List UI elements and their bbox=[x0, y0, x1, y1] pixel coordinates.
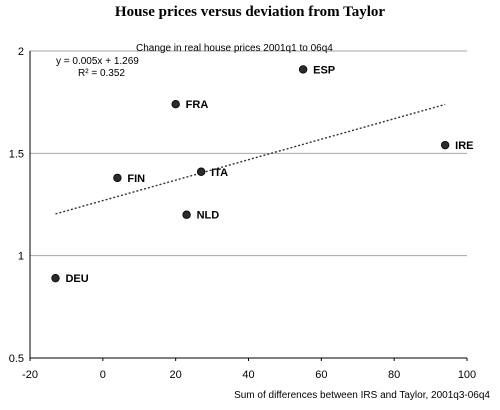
y-tick-label: 0.5 bbox=[9, 353, 24, 365]
data-point bbox=[298, 65, 308, 74]
x-tick-label: 20 bbox=[170, 369, 182, 381]
x-axis-label: Sum of differences between IRS and Taylo… bbox=[234, 390, 490, 401]
data-point-label: ITA bbox=[211, 167, 228, 179]
x-tick-labels: -20 0 20 40 60 80 100 bbox=[22, 358, 476, 381]
data-point bbox=[440, 140, 450, 150]
y-tick-label: 1 bbox=[18, 251, 24, 263]
x-tick-label: -20 bbox=[22, 369, 38, 381]
x-tick-label: 60 bbox=[315, 369, 327, 381]
axes bbox=[29, 51, 467, 359]
data-points: ESP FRA IRE ITA FIN NLD DEU bbox=[51, 64, 473, 285]
x-tick-label: 40 bbox=[242, 369, 254, 381]
data-point-label: NLD bbox=[197, 210, 220, 222]
y-tick-labels: 0.5 1 1.5 2 bbox=[9, 46, 24, 365]
trendline-r-squared: R² = 0.352 bbox=[78, 68, 125, 79]
data-point-label: DEU bbox=[65, 273, 88, 285]
data-point-label: FRA bbox=[186, 99, 209, 111]
data-point-label: ESP bbox=[313, 64, 335, 76]
chart-title: House prices versus deviation from Taylo… bbox=[114, 4, 386, 20]
gridlines bbox=[30, 50, 467, 257]
trendline bbox=[55, 103, 446, 215]
data-point bbox=[196, 167, 206, 176]
x-tick-label: 0 bbox=[100, 369, 106, 381]
data-point-label: IRE bbox=[455, 140, 473, 152]
data-point bbox=[113, 173, 122, 183]
x-tick-label: 80 bbox=[388, 369, 400, 381]
trendline-equation: y = 0.005x + 1.269 bbox=[56, 56, 139, 67]
data-point bbox=[182, 210, 191, 219]
x-tick-label: 100 bbox=[458, 369, 476, 381]
y-axis-label: Change in real house prices 2001q1 to 06… bbox=[136, 43, 333, 54]
y-tick-label: 2 bbox=[18, 46, 24, 58]
y-tick-label: 1.5 bbox=[9, 148, 24, 160]
data-point bbox=[171, 100, 180, 109]
data-point bbox=[51, 273, 60, 283]
data-point-label: FIN bbox=[127, 173, 145, 185]
